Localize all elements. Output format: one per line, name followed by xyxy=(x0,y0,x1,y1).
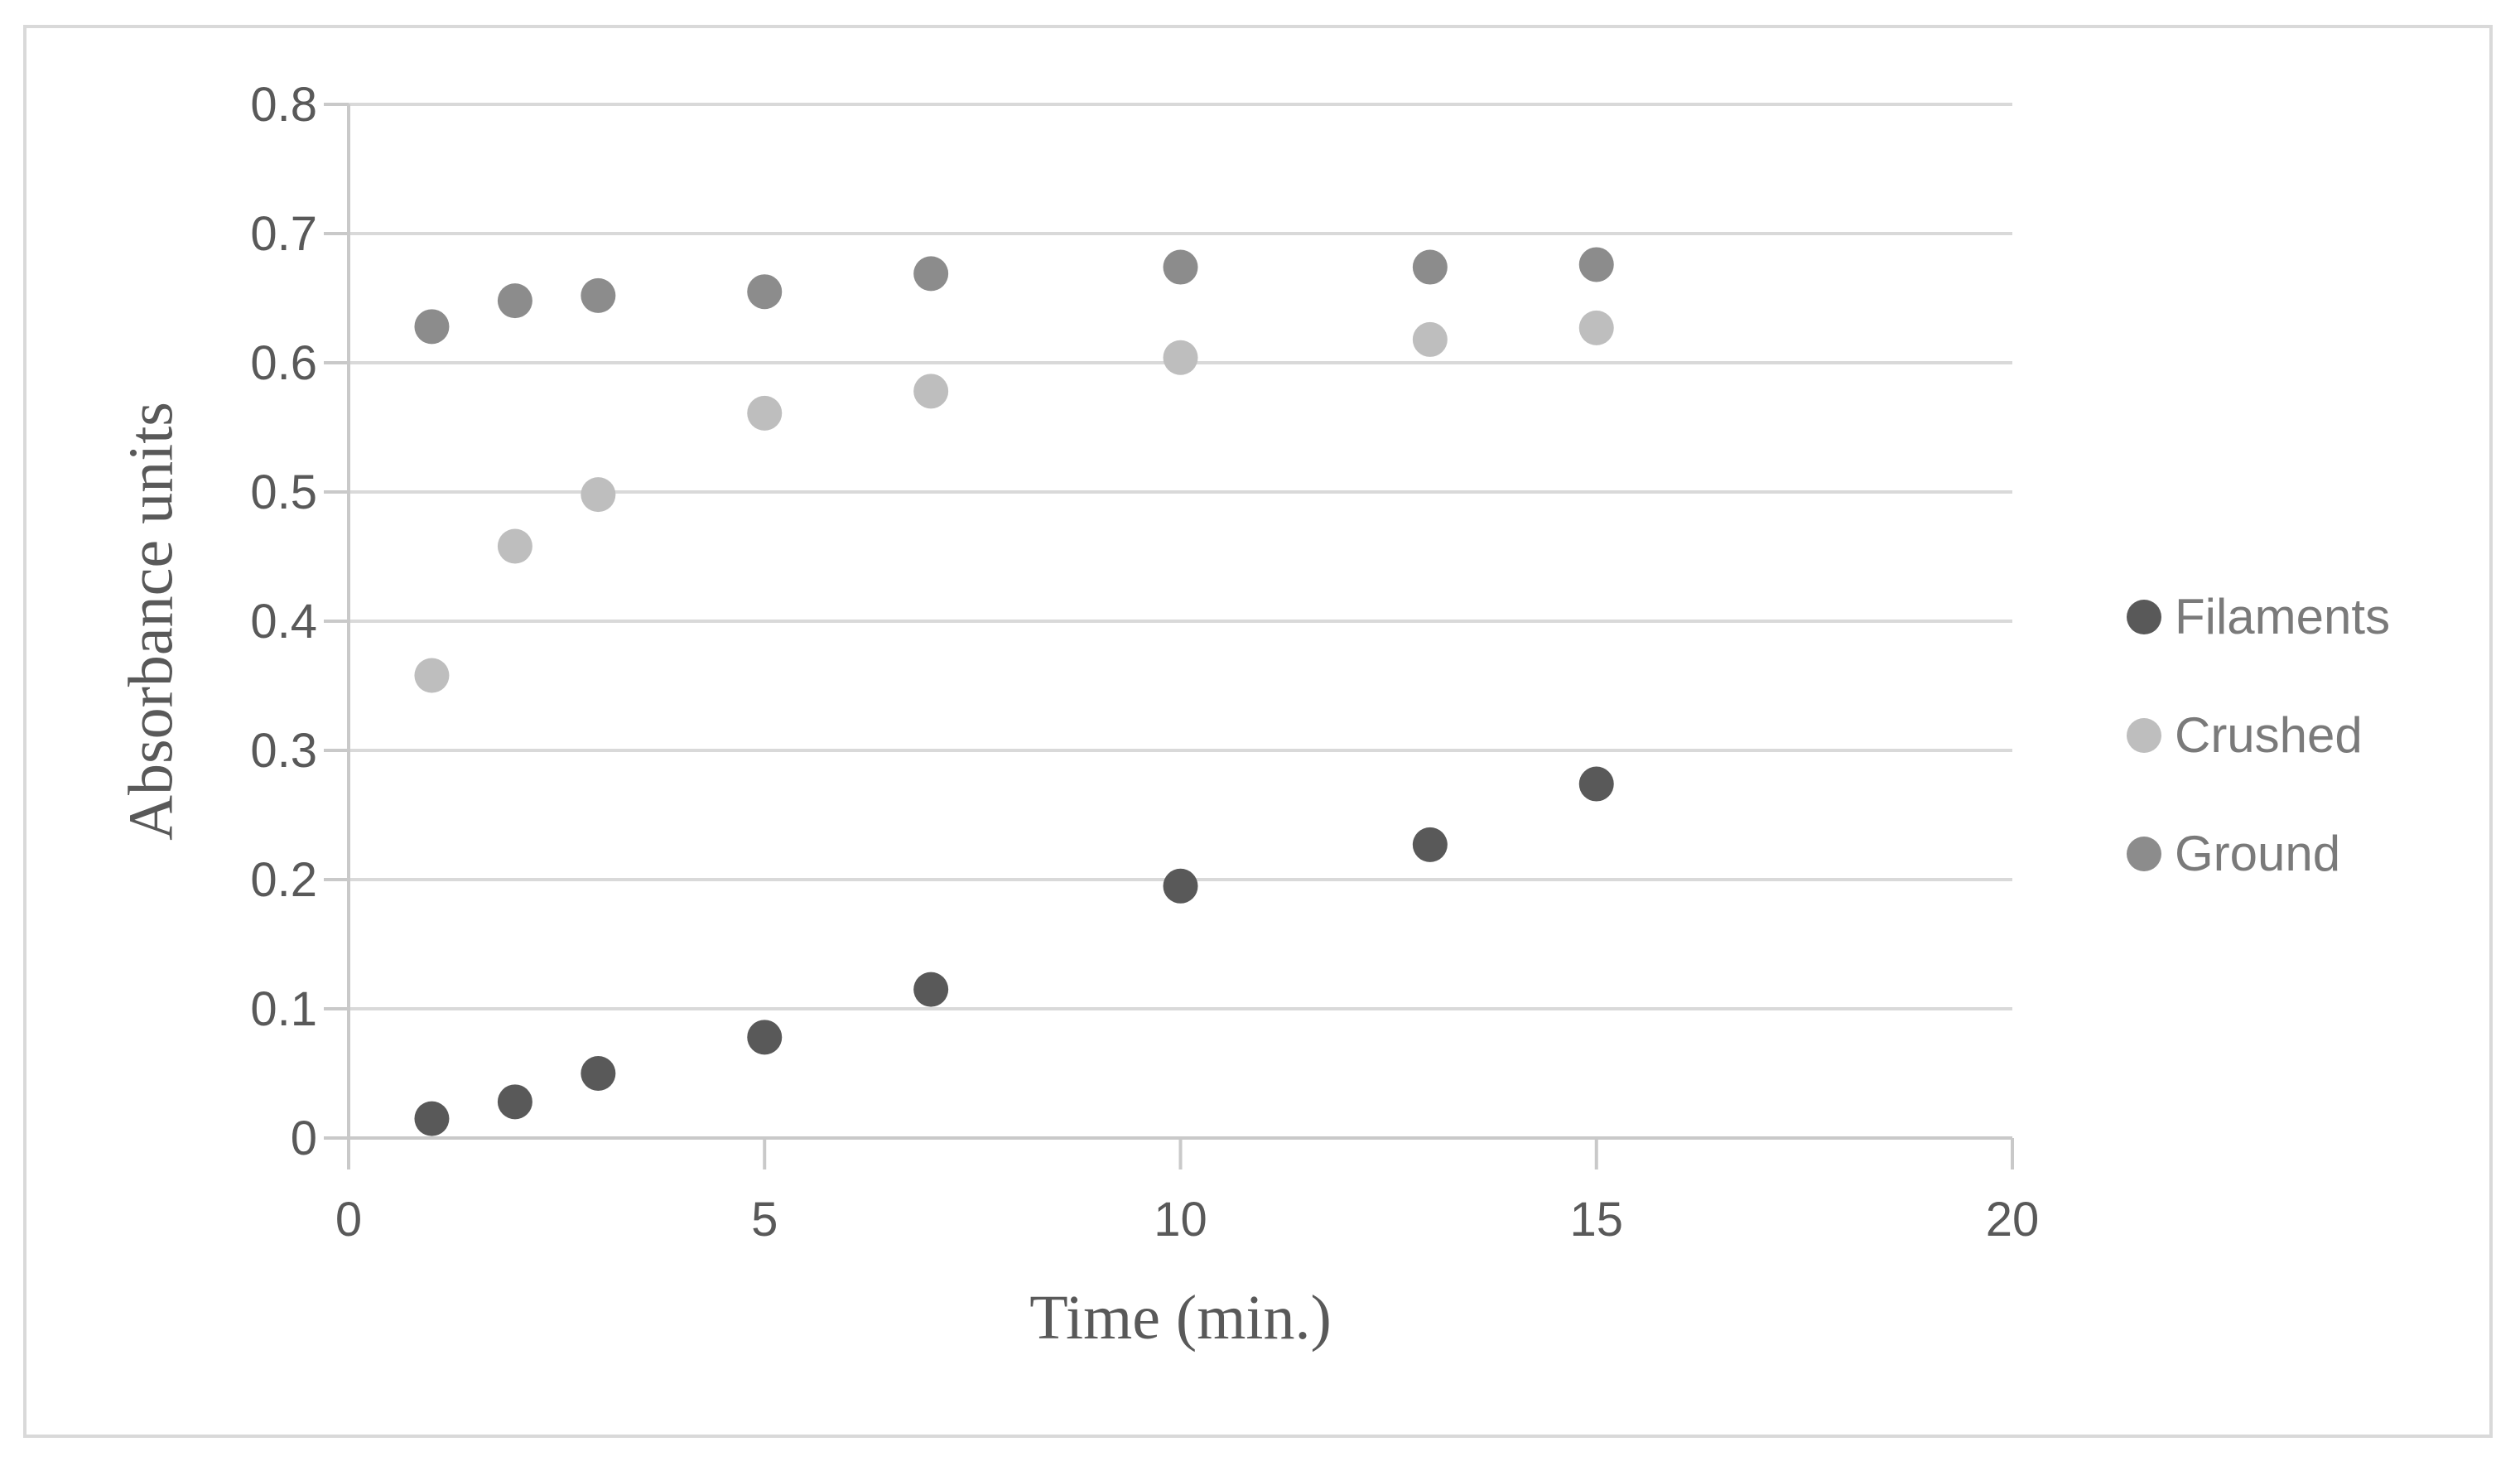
y-axis-title: Absorbance units xyxy=(116,402,186,841)
y-tick-label: 0 xyxy=(291,1112,317,1165)
data-point-crushed xyxy=(1578,310,1614,345)
legend-item-ground: Ground xyxy=(2127,828,2390,880)
x-tick-label: 20 xyxy=(1986,1193,2040,1247)
ground-marker-icon xyxy=(2127,837,2161,871)
data-point-crushed xyxy=(497,528,532,564)
legend-label-crushed: Crushed xyxy=(2175,707,2363,763)
legend: Filaments Crushed Ground xyxy=(2127,591,2390,880)
x-tick-label: 15 xyxy=(1569,1193,1623,1247)
data-point-filaments xyxy=(581,1056,616,1091)
data-point-ground xyxy=(581,277,616,313)
y-tick-label: 0.6 xyxy=(250,336,317,390)
data-point-ground xyxy=(497,283,532,319)
legend-label-ground: Ground xyxy=(2175,826,2341,881)
data-point-filaments xyxy=(747,1020,783,1055)
data-point-crushed xyxy=(414,658,450,693)
y-tick-label: 0.2 xyxy=(250,853,317,907)
y-tick-label: 0.8 xyxy=(250,78,317,132)
data-point-filaments xyxy=(1163,868,1198,904)
data-point-filaments xyxy=(1578,766,1614,802)
legend-item-filaments: Filaments xyxy=(2127,591,2390,643)
y-tick-label: 0.7 xyxy=(250,207,317,261)
x-tick-label: 10 xyxy=(1154,1193,1207,1247)
legend-label-filaments: Filaments xyxy=(2175,589,2391,644)
data-point-ground xyxy=(1412,249,1448,285)
crushed-marker-icon xyxy=(2127,718,2161,753)
data-point-filaments xyxy=(913,972,949,1007)
y-tick-label: 0.3 xyxy=(250,724,317,778)
y-tick-label: 0.1 xyxy=(250,982,317,1036)
data-point-crushed xyxy=(1163,340,1198,375)
x-tick-label: 0 xyxy=(335,1193,362,1247)
data-point-crushed xyxy=(747,395,783,431)
data-point-crushed xyxy=(913,374,949,409)
x-axis-title: Time (min.) xyxy=(1029,1283,1332,1353)
data-point-filaments xyxy=(414,1101,450,1136)
legend-item-crushed: Crushed xyxy=(2127,710,2390,761)
filaments-marker-icon xyxy=(2127,600,2161,634)
data-point-ground xyxy=(913,256,949,292)
data-point-filaments xyxy=(1412,827,1448,862)
data-point-ground xyxy=(747,274,783,310)
y-tick-label: 0.4 xyxy=(250,595,317,649)
data-point-crushed xyxy=(581,477,616,513)
data-point-crushed xyxy=(1412,321,1448,357)
y-tick-label: 0.5 xyxy=(250,465,317,519)
data-point-ground xyxy=(414,309,450,345)
data-point-ground xyxy=(1163,249,1198,285)
data-point-filaments xyxy=(497,1084,532,1120)
x-tick-label: 5 xyxy=(751,1193,778,1247)
data-point-ground xyxy=(1578,247,1614,282)
figure-border xyxy=(23,25,2493,1438)
